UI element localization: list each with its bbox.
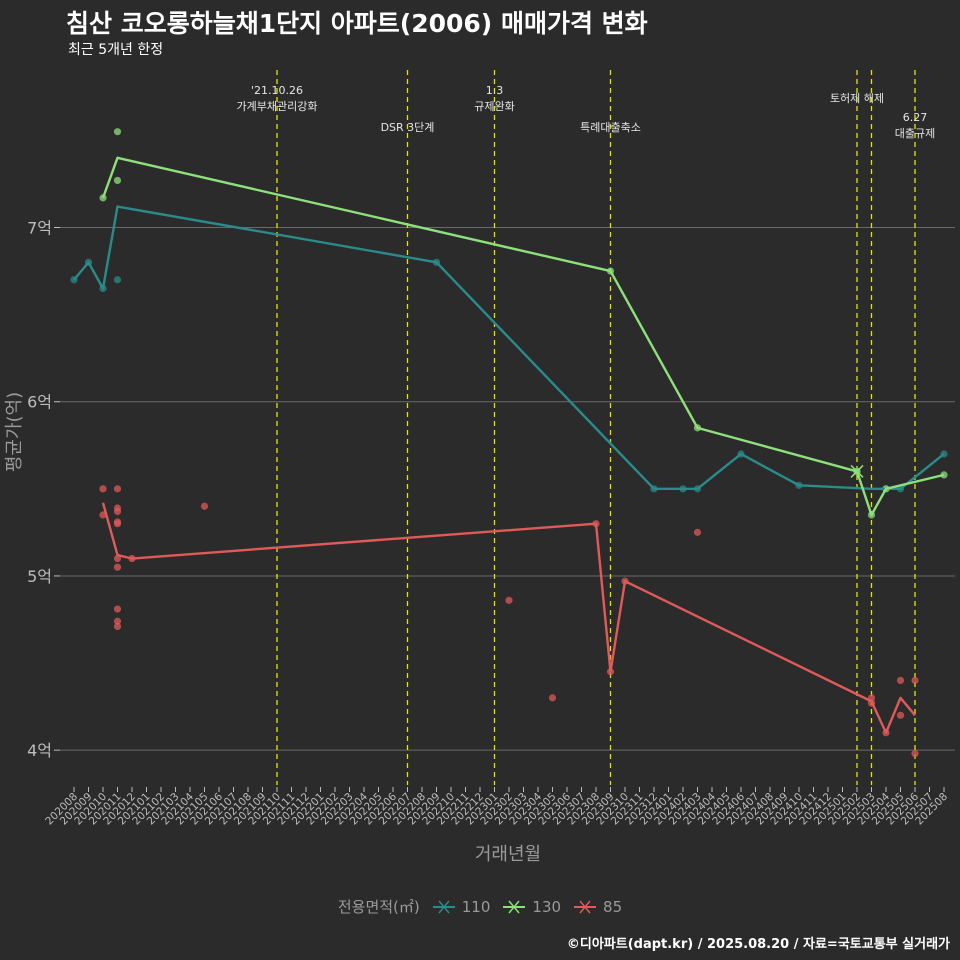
- event-label: 6.27: [903, 111, 928, 124]
- legend-swatch-85: [574, 900, 597, 913]
- legend-item-110: 110: [432, 897, 491, 916]
- legend: 전용면적(㎡) 110 130 85: [0, 896, 960, 917]
- point-130: [113, 128, 122, 136]
- event-label: 특례대출축소: [580, 121, 641, 134]
- cross-marker: [850, 464, 864, 478]
- event-label: DSR 3단계: [381, 121, 435, 134]
- legend-label-110: 110: [461, 897, 491, 916]
- legend-label-130: 130: [532, 897, 562, 916]
- point-85: [200, 502, 209, 510]
- point-85: [896, 676, 905, 685]
- legend-swatch-110: [432, 900, 455, 913]
- footer-credit: ©디아파트(dapt.kr) / 2025.08.20 / 자료=국토교통부 실…: [566, 937, 950, 952]
- y-tick-label: 4억: [27, 741, 52, 760]
- series-layer: [70, 128, 948, 758]
- point-85: [548, 694, 557, 702]
- legend-item-130: 130: [502, 898, 561, 916]
- point-130: [113, 176, 122, 185]
- y-tick-label: 6억: [27, 393, 52, 412]
- event-label: 가계부채관리강화: [237, 100, 318, 113]
- legend-label-85: 85: [603, 897, 623, 916]
- legend-title: 전용면적(㎡): [337, 898, 420, 916]
- y-tick-label: 5억: [27, 567, 52, 586]
- chart-title: 침산 코오롱하늘채1단지 아파트(2006) 매매가격 변화: [66, 9, 648, 38]
- point-85: [113, 507, 122, 516]
- event-label: '21.10.26: [251, 84, 303, 97]
- point-85: [113, 563, 122, 571]
- point-85: [113, 605, 122, 613]
- point-85: [113, 622, 122, 631]
- point-85: [113, 485, 122, 493]
- y-tick-label: 7억: [27, 219, 52, 238]
- point-85: [113, 554, 122, 563]
- chart-subtitle: 최근 5개년 한정: [68, 42, 164, 58]
- point-110: [113, 276, 122, 284]
- x-axis-label: 거래년월: [475, 844, 541, 865]
- event-label: 토허제 해제: [830, 91, 884, 105]
- point-85: [693, 528, 702, 536]
- event-label: 1.3: [486, 84, 504, 97]
- series-line-85: [101, 502, 916, 734]
- series-line-110: [73, 205, 945, 491]
- event-label: 규제완화: [474, 100, 514, 113]
- point-85: [911, 676, 919, 685]
- y-axis-label: 평균가(억): [4, 392, 25, 472]
- series-line-130: [101, 156, 945, 517]
- legend-item-85: 85: [573, 898, 622, 916]
- axis-layer: 4억5억6억7억20200820200920201020201120201220…: [27, 219, 950, 828]
- grid-layer: [60, 227, 955, 751]
- point-85: [505, 596, 513, 604]
- point-85: [896, 711, 905, 719]
- event-label: 대출규제: [895, 127, 935, 140]
- point-85: [113, 520, 122, 528]
- point-85: [113, 617, 122, 625]
- legend-swatch-130: [503, 900, 526, 913]
- point-85: [99, 485, 107, 493]
- point-85: [911, 750, 919, 758]
